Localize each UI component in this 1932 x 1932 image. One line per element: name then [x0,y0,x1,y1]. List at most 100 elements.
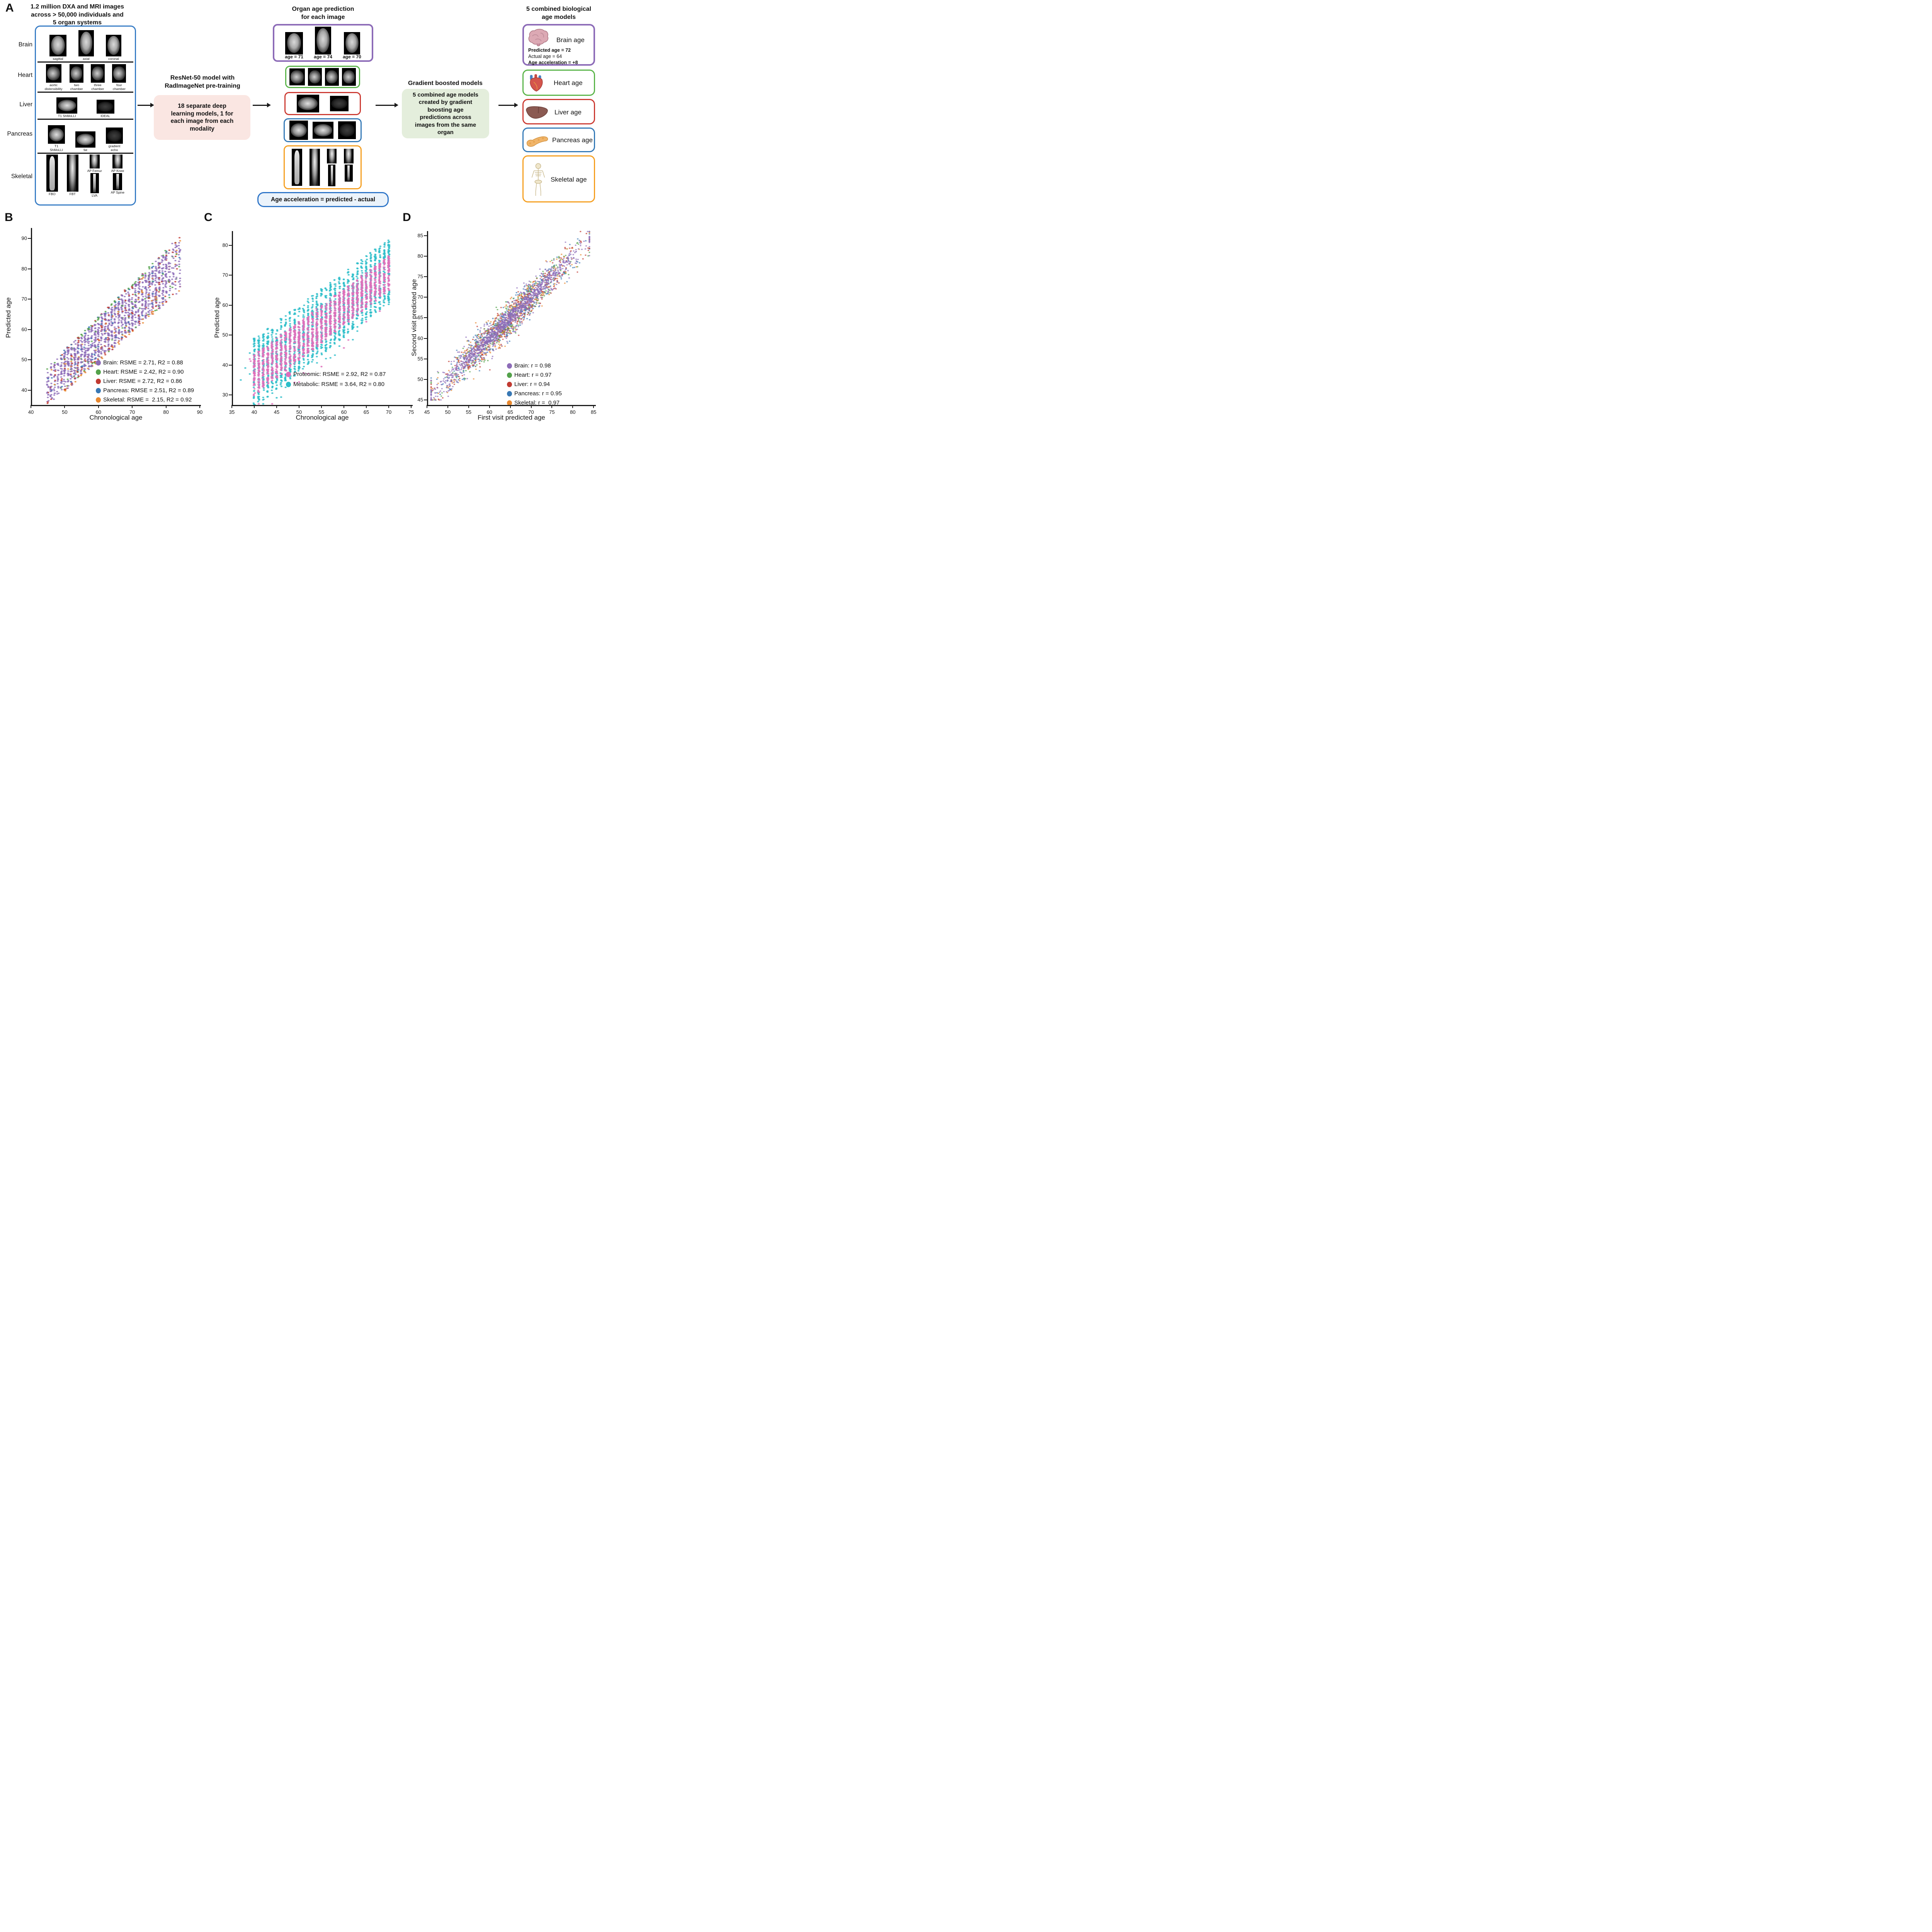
image-figure: coronal [106,34,121,61]
axis-part [28,238,31,239]
legend-dot-liver [96,378,101,384]
tick-label: 75 [549,409,555,415]
card-name: Heart age [554,79,583,87]
tick-label: 60 [95,409,102,415]
xray-thumb [66,155,78,192]
age-acceleration-pill: Age acceleration = predicted - actual [257,192,389,207]
legend-item: Liver: RSME = 2.72, R2 = 0.86 [96,378,182,384]
legend-dot-brain [96,360,101,366]
legend-item: Pancreas: r = 0.95 [507,390,562,397]
tick-label: 70 [528,409,534,415]
image-caption: AP Knee [111,169,124,173]
legend-label: Skeletal: r = 0.97 [514,400,560,406]
tick-label: 75 [417,274,423,280]
tick-label: 50 [222,332,228,338]
organ-label-liver: Liver [19,101,32,108]
legend-label: Heart: RSME = 2.42, R2 = 0.90 [103,369,184,375]
xray-thumb [89,155,100,169]
pancreas-icon [526,136,548,147]
organ-label-skeletal: Skeletal [11,173,32,180]
panel-b: B Chronological age Predicted age Brain:… [0,209,207,423]
axis-part [424,255,427,257]
pancreas-predictions-box [284,118,362,142]
image-figure: FBT [66,155,78,196]
axis-part [31,228,32,405]
axis-part [98,405,99,408]
card-name: Pancreas age [552,136,593,144]
tick-label: 60 [222,302,228,308]
tick-label: 90 [197,409,203,415]
tick-label: 70 [386,409,392,415]
legend-item: Heart: RSME = 2.42, R2 = 0.90 [96,369,184,375]
xray-thumb [327,149,337,163]
resnet-title-line: RadImageNet pre-training [165,82,240,89]
tick-label: 65 [417,315,423,321]
xray-thumb [113,173,122,190]
dataset-title-line: across > 50,000 individuals and [31,11,124,18]
legend-label: Proteomic: RSME = 2.92, R2 = 0.87 [293,371,386,378]
mri-thumb [342,68,356,86]
mri-thumb [70,64,84,83]
organ-label-pancreas: Pancreas [7,131,32,137]
legend-label: Pancreas: RMSE = 2.51, R2 = 0.89 [103,387,194,394]
organ-row-heart: aortic distensibility two chamber three … [37,63,133,91]
image-figure: aortic distensibility [44,64,63,91]
xray-thumb [90,173,99,193]
row-divider [37,119,133,120]
axis-part [447,405,448,408]
xray-thumb [328,165,336,186]
image-caption: four chamber [112,83,126,91]
axis-part [28,329,31,330]
legend-label: Heart: r = 0.97 [514,372,552,378]
image-figure: FBO [46,155,58,196]
legend-item: Brain: r = 0.98 [507,362,551,369]
panel-b-label: B [5,211,13,224]
image-caption: axial [83,56,90,61]
axis-part [31,405,201,406]
panel-b-ylabel: Predicted age [5,297,12,338]
skeleton-icon [531,163,545,196]
image-figure: LVA [90,173,99,198]
tick-label: 60 [417,335,423,341]
image-figure: age = 70 [343,32,361,59]
brain-predictions-box: age = 71 age = 74 age = 70 [273,24,373,62]
tick-label: 40 [21,387,27,393]
card-liver-age: Liver age [522,99,595,124]
skeletal-column: AP Femur LVA [87,155,102,197]
image-figure: AP Femur [87,155,102,173]
axis-part [531,405,532,408]
mri-thumb [289,68,305,85]
organ-label-brain: Brain [18,41,32,48]
tick-label: 50 [62,409,68,415]
dataset-title-line: 1.2 million DXA and MRI images [30,3,124,10]
image-caption: three chamber [91,83,104,91]
organ-row-pancreas: T1 ShMoLLI fat gradient echo [37,121,133,152]
axis-part [424,276,427,277]
row-divider [37,92,133,93]
tick-label: 70 [129,409,135,415]
skeletal-column [327,149,337,186]
flow-arrow-icon [253,103,271,107]
mri-thumb [338,121,356,139]
image-figure: three chamber [90,64,105,91]
legend-dot-liver [507,381,512,387]
organ-age-title: Organ age prediction for each image [292,6,354,20]
image-caption: T1 ShMoLLI [58,114,76,118]
legend-item: Skeletal: r = 0.97 [507,400,560,406]
mri-thumb [315,26,331,54]
axis-part [468,405,469,408]
tick-label: 85 [590,409,597,415]
image-caption: gradient echo [108,144,121,152]
card-skeletal-age: Skeletal age [522,155,595,202]
image-figure: age = 71 [285,32,303,59]
tick-label: 50 [296,409,302,415]
liver-icon [526,106,548,119]
organ-label-brain: Heart [18,72,32,78]
image-figure: AP Spine [111,173,124,195]
panel-b-xlabel: Chronological age [89,414,143,421]
card-detail: Predicted age = 72 [528,48,571,53]
image-figure: axial [78,30,94,61]
legend-item: Heart: r = 0.97 [507,372,551,378]
tick-label: 80 [570,409,576,415]
tick-label: 65 [363,409,369,415]
